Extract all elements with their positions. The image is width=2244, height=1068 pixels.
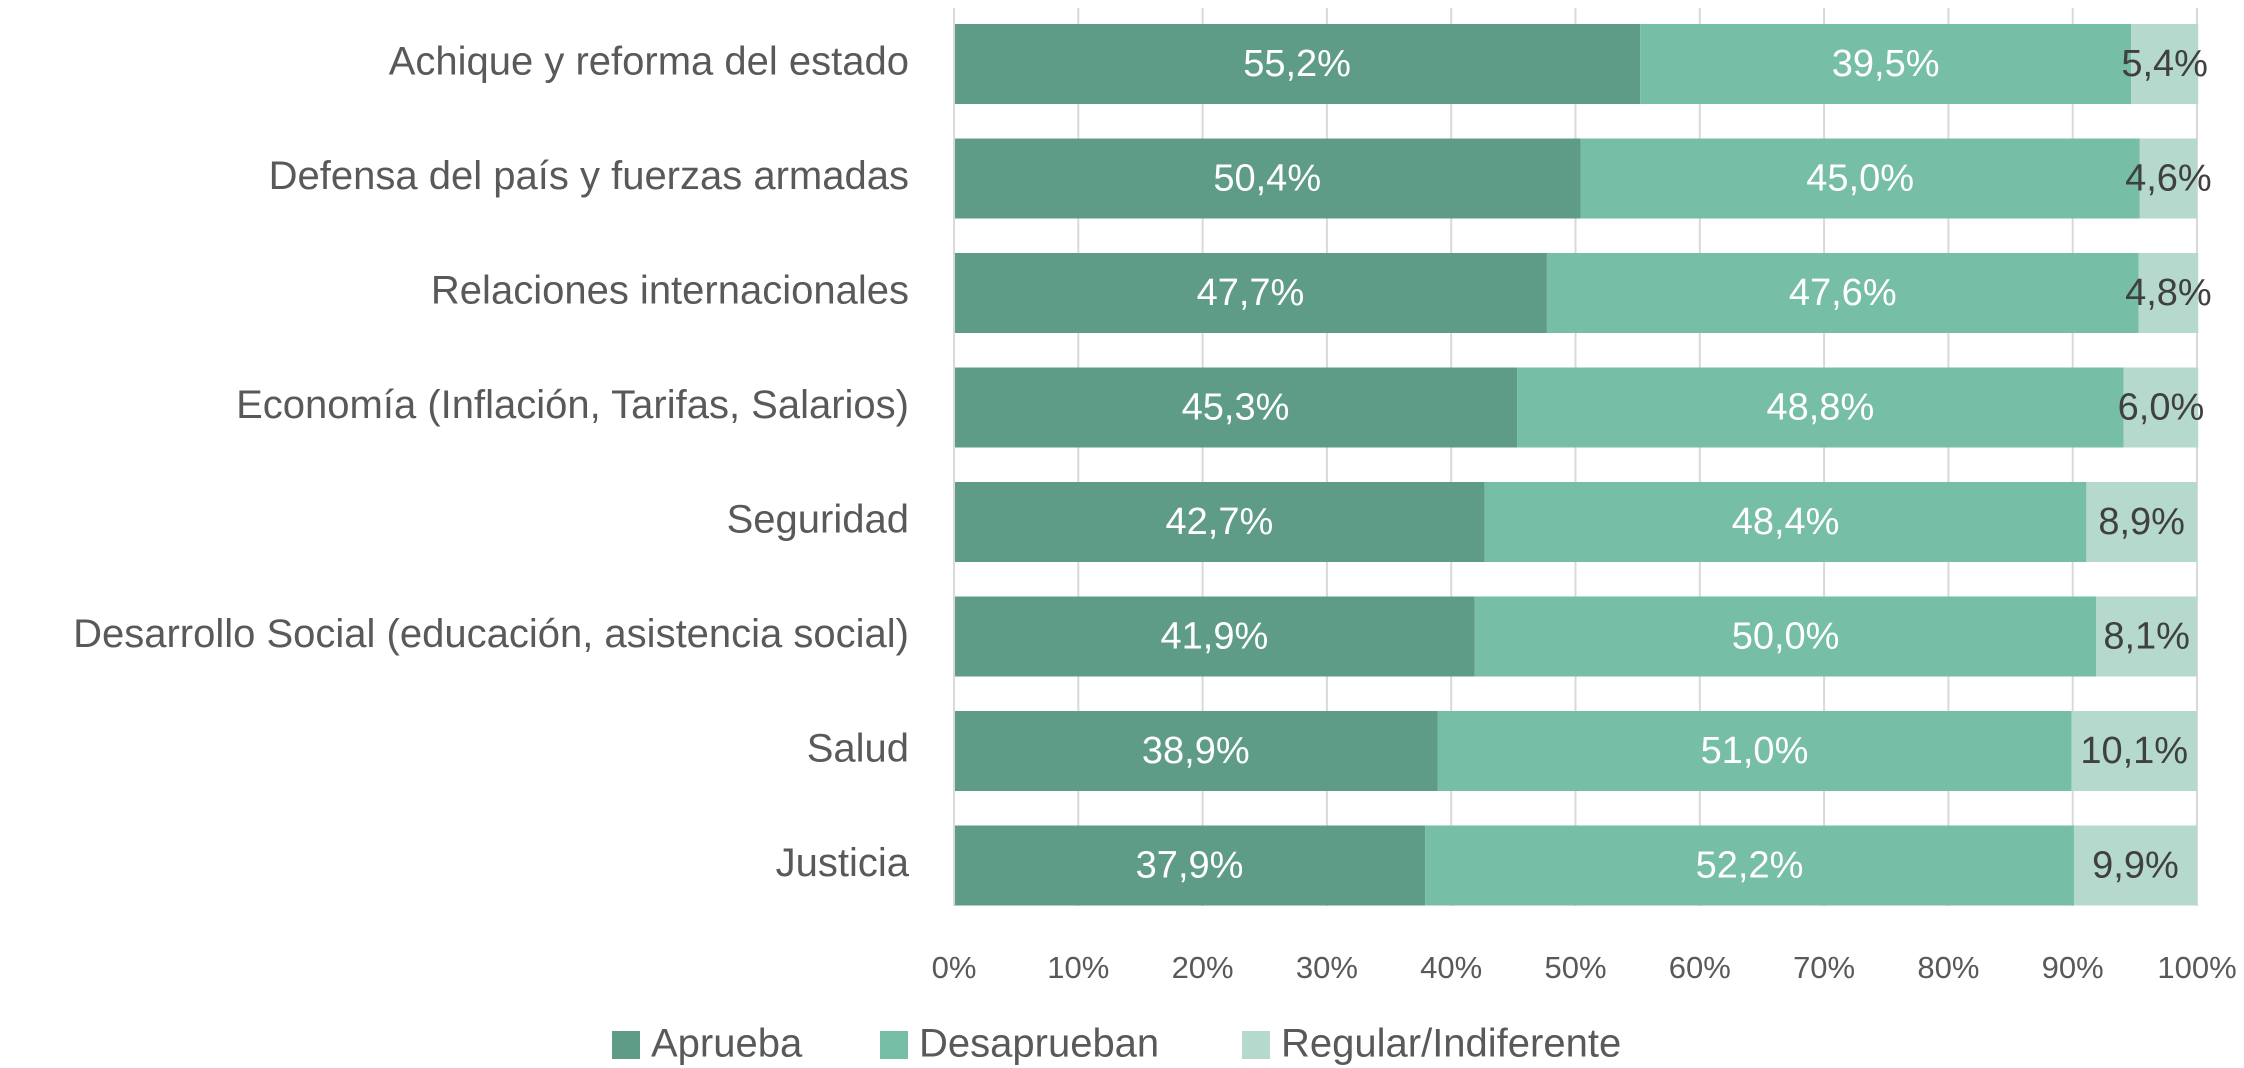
bar-segment bbox=[954, 482, 1485, 562]
data-label: 45,0% bbox=[1806, 158, 1914, 200]
legend-label: Desaprueban bbox=[919, 1022, 1159, 1066]
category-label: Defensa del país y fuerzas armadas bbox=[269, 154, 909, 198]
bar-segment bbox=[1474, 596, 2097, 677]
bar-segment bbox=[1580, 138, 2140, 219]
x-tick-label: 10% bbox=[1047, 950, 1109, 985]
bar-segment bbox=[1546, 253, 2139, 333]
category-label: Salud bbox=[807, 727, 909, 771]
data-label: 52,2% bbox=[1696, 845, 1804, 887]
x-tick-label: 20% bbox=[1172, 950, 1234, 985]
data-label: 8,1% bbox=[2103, 616, 2190, 658]
category-label: Economía (Inflación, Tarifas, Salarios) bbox=[236, 383, 909, 427]
x-tick-label: 40% bbox=[1420, 950, 1482, 985]
x-tick-label: 80% bbox=[1917, 950, 1979, 985]
bar-segment bbox=[2139, 138, 2197, 219]
data-label: 41,9% bbox=[1161, 616, 1269, 658]
x-tick-label: 90% bbox=[2042, 950, 2104, 985]
bar-segment bbox=[1425, 825, 2074, 906]
data-label: 38,9% bbox=[1142, 730, 1250, 772]
bar-segment bbox=[954, 711, 1438, 791]
legend-label: Regular/Indiferente bbox=[1281, 1022, 1621, 1066]
data-label: 5,4% bbox=[2121, 43, 2208, 85]
data-label: 8,9% bbox=[2098, 501, 2185, 543]
x-tick-label: 0% bbox=[932, 950, 977, 985]
bar-segment bbox=[2096, 596, 2197, 677]
category-label: Seguridad bbox=[727, 498, 909, 542]
category-label: Justicia bbox=[776, 841, 910, 885]
legend-swatch bbox=[880, 1031, 908, 1059]
data-label: 37,9% bbox=[1136, 845, 1244, 887]
category-label: Relaciones internacionales bbox=[431, 269, 909, 313]
data-label: 4,6% bbox=[2125, 158, 2212, 200]
bar-segment bbox=[2086, 482, 2197, 562]
bar-segment bbox=[2123, 367, 2199, 448]
data-label: 6,0% bbox=[2118, 387, 2205, 429]
legend-swatch bbox=[612, 1031, 640, 1059]
bar-segment bbox=[1517, 367, 2124, 448]
data-label: 48,8% bbox=[1766, 387, 1874, 429]
data-label: 47,6% bbox=[1789, 272, 1897, 314]
x-tick-label: 100% bbox=[2157, 950, 2236, 985]
bar-segment bbox=[954, 253, 1547, 333]
x-tick-label: 50% bbox=[1544, 950, 1606, 985]
bar-segment bbox=[954, 825, 1426, 906]
bar-segment bbox=[2131, 24, 2199, 104]
data-label: 9,9% bbox=[2092, 845, 2179, 887]
bar-segment bbox=[954, 24, 1641, 104]
bar-segment bbox=[954, 367, 1518, 448]
data-label: 47,7% bbox=[1197, 272, 1305, 314]
category-label: Achique y reforma del estado bbox=[389, 40, 909, 84]
bar-segment bbox=[2071, 711, 2197, 791]
data-label: 50,0% bbox=[1732, 616, 1840, 658]
data-label: 39,5% bbox=[1832, 43, 1940, 85]
data-label: 45,3% bbox=[1182, 387, 1290, 429]
x-tick-label: 30% bbox=[1296, 950, 1358, 985]
bar-segment bbox=[2138, 253, 2199, 333]
legend-swatch bbox=[1242, 1031, 1270, 1059]
legend-label: Aprueba bbox=[651, 1022, 803, 1066]
bar-segment bbox=[1640, 24, 2132, 104]
x-tick-label: 70% bbox=[1793, 950, 1855, 985]
x-tick-label: 60% bbox=[1669, 950, 1731, 985]
data-label: 55,2% bbox=[1243, 43, 1351, 85]
data-label: 42,7% bbox=[1166, 501, 1274, 543]
data-label: 50,4% bbox=[1213, 158, 1321, 200]
bar-segment bbox=[954, 596, 1475, 677]
data-label: 48,4% bbox=[1732, 501, 1840, 543]
bar-segment bbox=[954, 138, 1581, 219]
data-label: 4,8% bbox=[2125, 272, 2212, 314]
bar-segment bbox=[2073, 825, 2197, 906]
bar-segment bbox=[1437, 711, 2072, 791]
data-label: 10,1% bbox=[2080, 730, 2188, 772]
data-label: 51,0% bbox=[1701, 730, 1809, 772]
bar-segment bbox=[1484, 482, 2087, 562]
category-label: Desarrollo Social (educación, asistencia… bbox=[73, 612, 909, 656]
